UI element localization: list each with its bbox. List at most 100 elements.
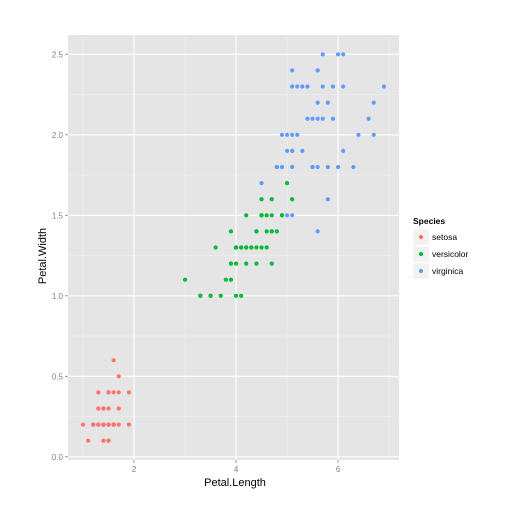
data-point-setosa bbox=[96, 422, 101, 427]
y-tick-label: 1.5 bbox=[52, 211, 64, 220]
legend-key-versicolor bbox=[418, 251, 424, 257]
data-point-virginica bbox=[274, 164, 279, 170]
data-point-virginica bbox=[284, 148, 290, 154]
data-point-virginica bbox=[325, 100, 330, 105]
data-point-versicolor bbox=[274, 229, 279, 234]
y-tick-label: 2.5 bbox=[52, 50, 64, 59]
data-point-versicolor bbox=[218, 293, 223, 298]
data-point-virginica bbox=[341, 52, 346, 57]
data-point-setosa bbox=[86, 438, 91, 443]
data-point-virginica bbox=[315, 229, 320, 234]
data-point-setosa bbox=[91, 422, 96, 427]
legend-title: Species bbox=[413, 216, 445, 226]
data-point-setosa bbox=[116, 390, 121, 395]
data-point-versicolor bbox=[244, 213, 249, 218]
data-point-setosa bbox=[111, 358, 116, 363]
data-point-virginica bbox=[315, 100, 320, 105]
legend-key-virginica bbox=[418, 268, 424, 274]
data-point-virginica bbox=[290, 84, 295, 89]
data-point-virginica bbox=[341, 84, 346, 89]
data-point-setosa bbox=[116, 406, 121, 411]
data-point-setosa bbox=[126, 422, 132, 427]
data-point-versicolor bbox=[208, 293, 213, 298]
data-point-virginica bbox=[290, 68, 295, 73]
data-point-virginica bbox=[305, 84, 310, 89]
data-point-versicolor bbox=[259, 197, 264, 202]
data-point-setosa bbox=[96, 390, 101, 395]
data-point-virginica bbox=[315, 116, 320, 121]
data-point-versicolor bbox=[239, 293, 244, 298]
data-point-setosa bbox=[101, 406, 106, 411]
data-point-virginica bbox=[315, 68, 320, 73]
data-point-setosa bbox=[80, 422, 86, 427]
data-point-versicolor bbox=[239, 245, 244, 250]
y-tick-label: 0.0 bbox=[52, 453, 64, 462]
plot-panel bbox=[68, 35, 399, 460]
data-point-virginica bbox=[315, 164, 320, 170]
data-point-versicolor bbox=[259, 245, 264, 250]
data-point-versicolor bbox=[264, 229, 269, 234]
x-tick-label: 6 bbox=[336, 465, 341, 474]
data-point-setosa bbox=[106, 406, 111, 411]
data-point-versicolor bbox=[198, 293, 203, 298]
data-point-versicolor bbox=[269, 229, 274, 234]
data-point-virginica bbox=[371, 132, 376, 137]
data-point-versicolor bbox=[284, 181, 290, 186]
data-point-versicolor bbox=[223, 277, 228, 282]
data-point-virginica bbox=[290, 148, 295, 154]
legend-label-virginica: virginica bbox=[432, 266, 463, 276]
data-point-versicolor bbox=[264, 245, 269, 250]
y-tick-label: 1.0 bbox=[52, 292, 64, 301]
data-point-virginica bbox=[284, 213, 290, 218]
data-point-versicolor bbox=[228, 229, 234, 234]
data-point-virginica bbox=[295, 84, 300, 89]
y-tick-label: 0.5 bbox=[52, 372, 64, 381]
data-point-versicolor bbox=[182, 277, 188, 282]
data-point-versicolor bbox=[269, 197, 274, 202]
data-point-virginica bbox=[356, 132, 361, 137]
data-point-virginica bbox=[279, 164, 285, 170]
plot-layer bbox=[68, 35, 399, 460]
data-point-setosa bbox=[106, 438, 111, 443]
data-point-setosa bbox=[116, 422, 121, 427]
axes-layer: Petal.Length Petal.Width 2 4 6 0.0 0.5 1.0 1.5… bbox=[37, 50, 341, 489]
data-point-versicolor bbox=[264, 213, 269, 218]
data-point-versicolor bbox=[259, 213, 264, 218]
data-point-versicolor bbox=[269, 261, 274, 266]
data-point-virginica bbox=[335, 52, 341, 57]
data-point-virginica bbox=[335, 164, 341, 170]
data-point-virginica bbox=[341, 148, 346, 154]
data-point-virginica bbox=[325, 164, 330, 170]
data-point-virginica bbox=[295, 132, 300, 137]
data-point-virginica bbox=[381, 84, 387, 89]
data-point-virginica bbox=[300, 148, 305, 154]
legend-key-setosa bbox=[418, 234, 424, 240]
data-point-virginica bbox=[320, 52, 325, 57]
data-point-versicolor bbox=[228, 261, 234, 266]
data-point-virginica bbox=[300, 84, 305, 89]
data-point-versicolor bbox=[254, 245, 259, 250]
data-point-virginica bbox=[351, 164, 356, 170]
x-tick-label: 2 bbox=[132, 465, 137, 474]
data-point-versicolor bbox=[249, 245, 254, 250]
data-point-virginica bbox=[305, 116, 310, 121]
data-point-virginica bbox=[330, 116, 336, 121]
legend: Species setosa versicolor virginica bbox=[412, 216, 469, 280]
data-point-versicolor bbox=[254, 229, 259, 234]
data-point-versicolor bbox=[233, 261, 239, 266]
legend-label-setosa: setosa bbox=[432, 232, 457, 242]
data-point-versicolor bbox=[233, 245, 239, 250]
data-point-setosa bbox=[101, 438, 106, 443]
data-point-setosa bbox=[96, 406, 101, 411]
legend-label-versicolor: versicolor bbox=[432, 249, 469, 259]
data-point-virginica bbox=[310, 164, 315, 170]
data-point-setosa bbox=[106, 422, 111, 427]
data-point-virginica bbox=[284, 132, 290, 137]
y-axis-title: Petal.Width bbox=[37, 228, 49, 284]
data-point-virginica bbox=[371, 100, 376, 105]
data-point-versicolor bbox=[269, 213, 274, 218]
data-point-virginica bbox=[330, 84, 336, 89]
data-point-setosa bbox=[126, 390, 132, 395]
data-point-virginica bbox=[325, 197, 330, 202]
data-point-setosa bbox=[116, 374, 121, 379]
